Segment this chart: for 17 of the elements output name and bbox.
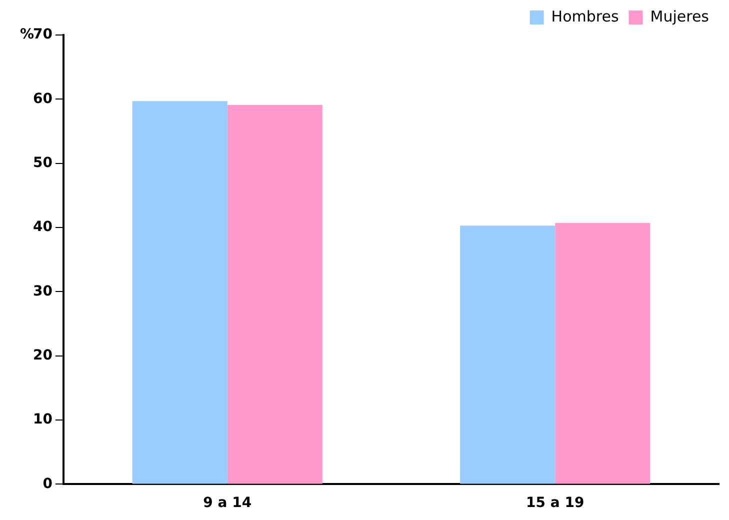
bar xyxy=(132,101,228,484)
y-tick-label: 40 xyxy=(33,219,53,236)
y-tick-label: 20 xyxy=(33,348,53,364)
y-tick-label: 60 xyxy=(33,90,53,107)
y-tick-label: 10 xyxy=(33,412,53,428)
y-tick-label: 70 xyxy=(33,26,53,43)
bar xyxy=(555,223,650,484)
x-tick-label: 15 a 19 xyxy=(526,495,584,512)
y-tick-label: 0 xyxy=(42,476,53,492)
bar xyxy=(227,104,322,484)
x-tick-label: 9 a 14 xyxy=(203,495,252,512)
y-axis-title: % xyxy=(20,26,34,43)
legend-label: Mujeres xyxy=(650,7,710,26)
y-tick-label: 30 xyxy=(33,283,53,300)
y-tick-label: 50 xyxy=(33,154,53,171)
legend-label: Hombres xyxy=(551,7,619,26)
bar xyxy=(460,226,556,484)
